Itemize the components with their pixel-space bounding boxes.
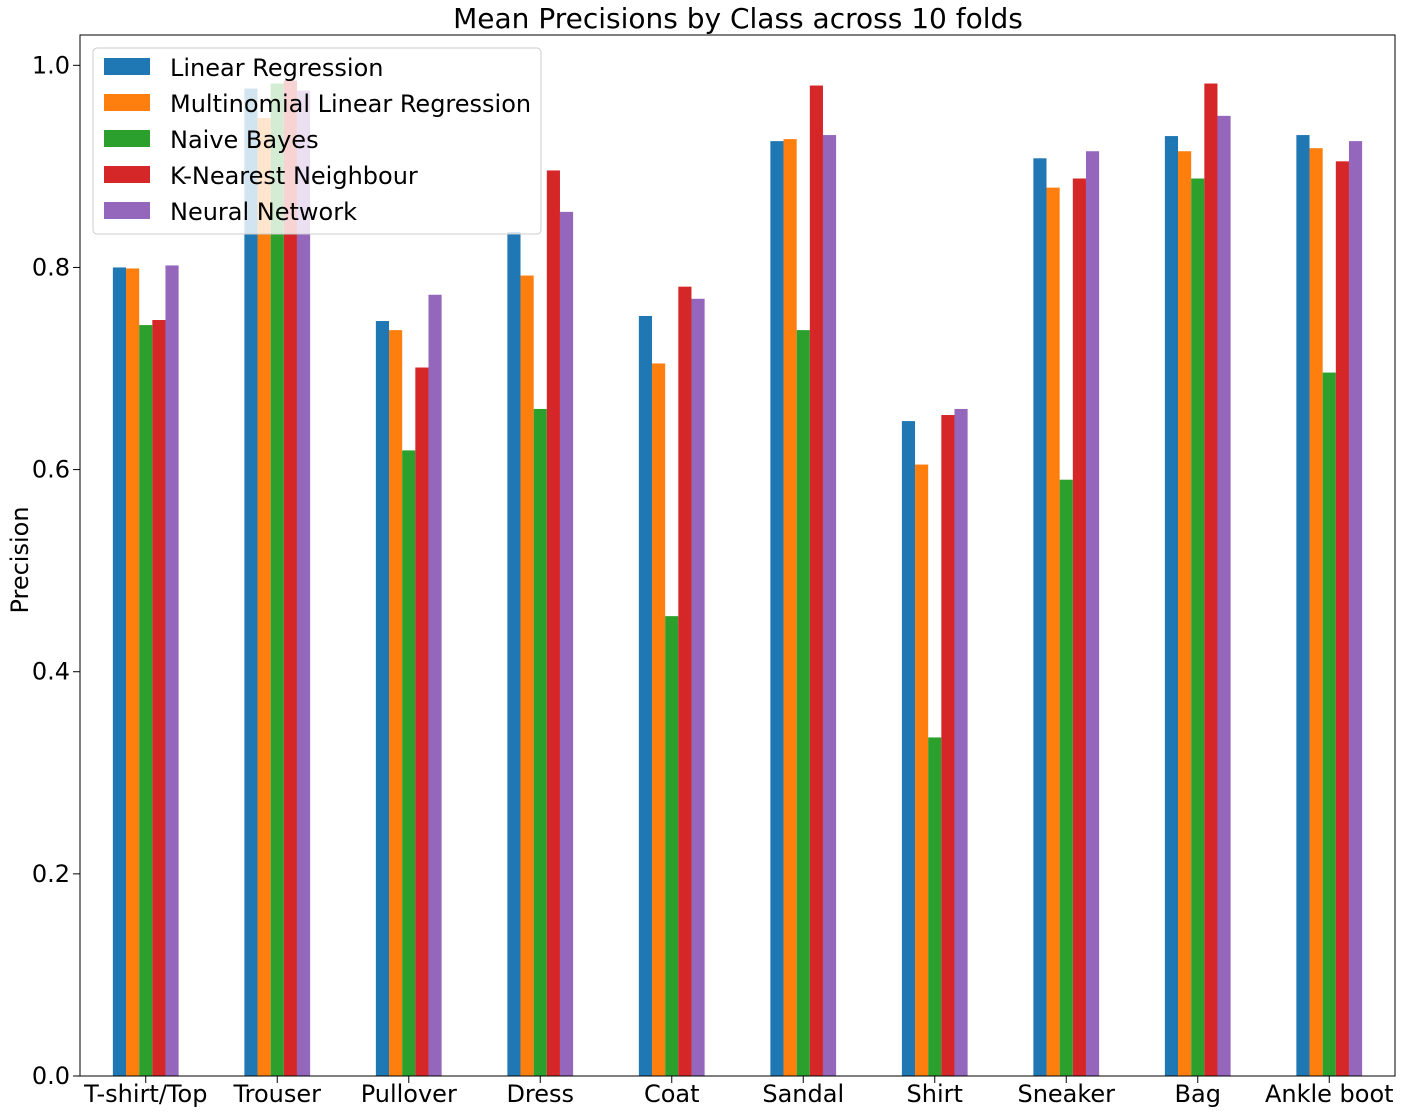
chart-title: Mean Precisions by Class across 10 folds — [453, 2, 1023, 35]
x-tick-label: Coat — [644, 1080, 700, 1108]
y-tick-label: 1.0 — [32, 51, 70, 79]
bar-5-1 — [165, 265, 179, 1076]
legend-swatch — [104, 94, 150, 111]
legend-box — [92, 47, 542, 235]
y-tick-label: 0.0 — [32, 1062, 70, 1090]
bar-3-5 — [665, 616, 679, 1076]
legend-swatch — [104, 202, 150, 219]
bar-5-7 — [954, 408, 968, 1077]
bar-1-1 — [112, 267, 127, 1076]
bar-4-7 — [941, 415, 955, 1077]
bar-3-3 — [402, 450, 416, 1077]
y-tick-label: 0.6 — [32, 456, 70, 484]
bar-1-5 — [638, 315, 653, 1076]
bar-5-10 — [1348, 141, 1363, 1077]
bar-4-5 — [678, 286, 692, 1077]
legend-label: Naive Bayes — [170, 126, 319, 154]
x-tick-label: Dress — [506, 1080, 574, 1108]
bar-3-10 — [1322, 372, 1336, 1076]
x-tick-label: Sandal — [762, 1080, 844, 1108]
y-axis-label: Precision — [6, 506, 34, 613]
bar-5-3 — [428, 294, 442, 1077]
x-tick-label: Pullover — [361, 1080, 457, 1108]
bar-2-3 — [389, 330, 403, 1077]
x-tick-label: Shirt — [907, 1080, 963, 1108]
bar-1-9 — [1164, 136, 1179, 1076]
bar-5-6 — [822, 135, 837, 1077]
bar-2-7 — [915, 464, 929, 1077]
bar-2-9 — [1178, 151, 1192, 1076]
bar-3-2 — [270, 83, 284, 1076]
bar-3-8 — [1059, 479, 1073, 1076]
x-tick-label: Trouser — [232, 1080, 321, 1108]
bar-2-8 — [1046, 187, 1060, 1077]
legend: Linear Regression Multinomial Linear Regr… — [92, 47, 542, 235]
bar-4-8 — [1072, 178, 1086, 1077]
bar-2-10 — [1309, 148, 1323, 1077]
bar-1-4 — [507, 232, 521, 1076]
bar-1-6 — [770, 141, 784, 1077]
bar-5-9 — [1217, 115, 1231, 1076]
bar-5-5 — [691, 298, 705, 1077]
bar-1-7 — [901, 421, 916, 1077]
bar-1-8 — [1033, 158, 1047, 1076]
bar-4-6 — [809, 85, 823, 1076]
x-tick-label: Bag — [1175, 1080, 1221, 1108]
bar-2-4 — [520, 275, 534, 1076]
bar-3-6 — [796, 330, 810, 1077]
bar-1-3 — [375, 321, 390, 1076]
bar-5-8 — [1085, 151, 1100, 1076]
y-tick-label: 0.4 — [32, 658, 70, 686]
bars-layer — [112, 80, 1363, 1077]
bar-3-1 — [139, 325, 153, 1076]
ticks-layer: 0.0 0.2 0.4 0.6 0.8 1.0 T-shirt/Top Trouser Pull… — [32, 51, 1394, 1108]
bar-1-10 — [1296, 135, 1310, 1077]
bar-2-5 — [652, 363, 666, 1076]
bar-4-10 — [1335, 161, 1349, 1076]
y-tick-label: 0.2 — [32, 860, 70, 888]
bar-2-6 — [783, 139, 797, 1077]
bar-2-1 — [126, 268, 140, 1076]
bar-4-4 — [546, 170, 560, 1077]
x-tick-label: Sneaker — [1017, 1080, 1115, 1108]
bar-4-9 — [1204, 83, 1218, 1076]
y-tick-label: 0.8 — [32, 253, 70, 281]
bar-5-2 — [296, 90, 311, 1076]
legend-swatch — [104, 166, 150, 183]
bar-3-9 — [1191, 178, 1205, 1077]
bar-4-2 — [283, 80, 297, 1076]
legend-label: Linear Regression — [170, 54, 384, 82]
x-tick-label: T-shirt/Top — [83, 1080, 207, 1108]
legend-label: Multinomial Linear Regression — [170, 90, 531, 118]
bar-2-2 — [257, 117, 271, 1076]
legend-swatch — [104, 58, 150, 75]
legend-swatch — [104, 130, 150, 147]
plot-frame — [79, 34, 1396, 1077]
bar-3-7 — [928, 737, 942, 1076]
x-tick-label: Ankle boot — [1265, 1080, 1394, 1108]
bar-5-4 — [559, 211, 574, 1077]
bar-1-2 — [244, 88, 258, 1076]
bar-4-3 — [415, 367, 429, 1077]
legend-label: K-Nearest Neighbour — [170, 162, 418, 190]
legend-label: Neural Network — [170, 198, 357, 226]
bar-3-4 — [533, 408, 547, 1077]
bar-4-1 — [152, 320, 166, 1076]
